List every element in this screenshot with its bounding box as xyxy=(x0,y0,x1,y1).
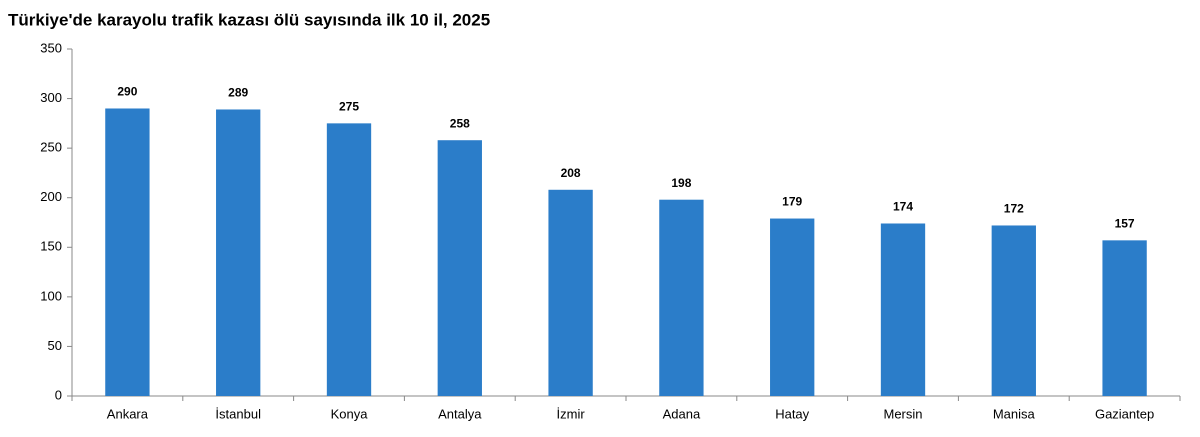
bar xyxy=(770,218,815,396)
data-label: 258 xyxy=(450,116,470,130)
chart-title: Türkiye'de karayolu trafik kazası ölü sa… xyxy=(8,10,490,29)
data-label: 290 xyxy=(117,85,137,99)
bar xyxy=(437,140,482,396)
data-label: 289 xyxy=(228,86,248,100)
x-tick-label: İzmir xyxy=(557,406,586,421)
y-tick-label: 350 xyxy=(40,40,62,55)
bar xyxy=(548,189,593,396)
data-label: 275 xyxy=(339,100,359,114)
data-label: 198 xyxy=(671,176,691,190)
bar xyxy=(880,223,926,396)
data-label: 157 xyxy=(1115,217,1135,231)
y-tick-label: 50 xyxy=(48,338,62,353)
data-label: 172 xyxy=(1004,202,1024,216)
data-label: 179 xyxy=(782,195,802,209)
data-label: 174 xyxy=(893,200,913,214)
y-tick-label: 0 xyxy=(55,387,62,402)
bar xyxy=(1102,240,1147,396)
x-tick-label: Hatay xyxy=(775,406,809,421)
bar xyxy=(216,109,261,396)
bar xyxy=(326,123,372,396)
y-tick-label: 300 xyxy=(40,90,62,105)
data-label: 208 xyxy=(561,166,581,180)
bar xyxy=(105,108,150,396)
x-tick-label: Konya xyxy=(331,406,369,421)
y-tick-label: 150 xyxy=(40,239,62,254)
x-tick-label: Mersin xyxy=(883,406,922,421)
x-tick-label: Gaziantep xyxy=(1095,406,1154,421)
bar xyxy=(991,225,1036,396)
x-tick-label: Ankara xyxy=(107,406,149,421)
y-tick-label: 200 xyxy=(40,189,62,204)
x-tick-label: Adana xyxy=(663,406,701,421)
bar xyxy=(659,199,704,396)
x-tick-label: Antalya xyxy=(438,406,482,421)
y-tick-label: 250 xyxy=(40,140,62,155)
x-tick-label: Manisa xyxy=(993,406,1036,421)
x-tick-label: İstanbul xyxy=(215,406,261,421)
y-tick-label: 100 xyxy=(40,288,62,303)
